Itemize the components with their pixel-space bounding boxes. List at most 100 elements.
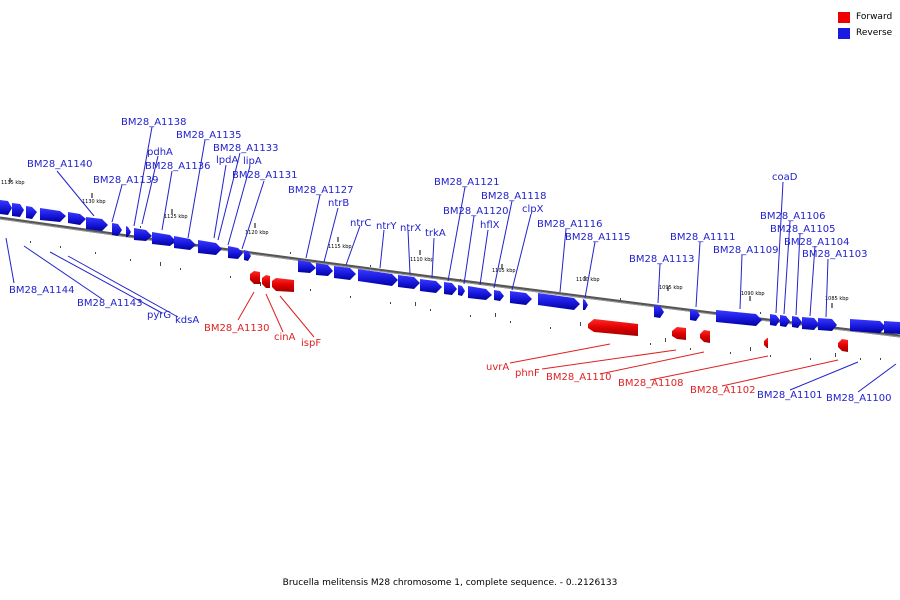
legend-reverse-label: Reverse [856, 28, 893, 38]
forward-gene-arrow [764, 338, 768, 348]
reverse-gene-arrow [68, 212, 86, 225]
gene-label: BM28_A1111 [670, 232, 736, 243]
reverse-gene-labels: BM28_A1138 BM28_A1135 pdhA BM28_A1133 BM… [9, 117, 892, 404]
forward-gene-arrow [250, 271, 260, 284]
forward-gene-arrow [838, 339, 848, 352]
tick-label: 1130 kbp [82, 199, 106, 205]
reverse-gene-arrow [316, 263, 333, 276]
gene-label: BM28_A1144 [9, 285, 75, 296]
reverse-gene-arrow [26, 206, 37, 219]
reverse-genes [0, 200, 900, 334]
reverse-gene-arrow [792, 316, 802, 328]
gene-label: BM28_A1116 [537, 219, 603, 230]
reverse-gene-arrow [716, 310, 762, 326]
forward-gene-arrow [588, 319, 638, 336]
gene-label: BM28_A1139 [93, 175, 159, 186]
reverse-gene-arrow [818, 318, 837, 331]
tick-label: 1095 kbp [659, 285, 683, 291]
reverse-gene-arrow [134, 228, 152, 241]
reverse-gene-arrow [802, 317, 819, 330]
reverse-gene-arrow [152, 232, 176, 246]
gene-label: coaD [772, 172, 798, 183]
gene-label: lpdA [216, 155, 238, 166]
tick-label: 1115 kbp [328, 244, 352, 250]
reverse-gene-arrow [458, 285, 465, 296]
legend-forward-label: Forward [856, 12, 893, 22]
gene-label: BM28_A1120 [443, 206, 509, 217]
gene-label: BM28_A1106 [760, 211, 826, 222]
tick-label: 1120 kbp [245, 230, 269, 236]
reverse-gene-arrow [12, 203, 24, 217]
gene-label: ispF [301, 338, 321, 349]
gene-label: BM28_A1127 [288, 185, 354, 196]
forward-gene-arrow [672, 327, 686, 340]
gene-label: BM28_A1138 [121, 117, 187, 128]
gene-label: cinA [274, 332, 296, 343]
gene-label: BM28_A1143 [77, 298, 143, 309]
gene-label: BM28_A1100 [826, 393, 892, 404]
gene-label: BM28_A1109 [713, 245, 779, 256]
reverse-gene-arrow [244, 250, 251, 261]
gene-label: BM28_A1136 [145, 161, 211, 172]
legend-reverse: Reverse [838, 25, 892, 41]
gene-label: BM28_A1108 [618, 378, 684, 389]
reverse-gene-arrow [298, 260, 316, 273]
legend-forward: Forward [838, 9, 892, 25]
gene-label: BM28_A1133 [213, 143, 279, 154]
tick-label: 1090 kbp [741, 291, 765, 297]
reverse-gene-arrow [398, 275, 420, 289]
forward-gene-arrow [700, 330, 710, 343]
reverse-gene-arrow [538, 293, 580, 310]
gene-label: hflX [480, 220, 500, 231]
reverse-gene-arrow [126, 226, 131, 237]
forward-gene-arrow [262, 275, 270, 288]
reverse-gene-arrow [228, 246, 243, 259]
forward-gene-labels: BM28_A1130 cinA ispF uvrA phnF BM28_A111… [204, 323, 756, 396]
reverse-gene-arrow [334, 266, 356, 280]
reverse-gene-arrow [690, 309, 700, 321]
forward-leader-lines [237, 291, 839, 387]
reverse-gene-arrow [494, 290, 504, 301]
forward-gene-arrow [272, 278, 294, 292]
gene-label: BM28_A1135 [176, 130, 242, 141]
gene-label: lipA [243, 156, 262, 167]
legend: Forward Reverse [838, 9, 892, 41]
reverse-gene-arrow [112, 223, 122, 236]
reverse-gene-arrow [468, 286, 492, 300]
gene-label: ntrX [400, 223, 421, 234]
gene-label: clpX [522, 204, 544, 215]
gene-label: pyrG [147, 310, 171, 321]
gene-label: ntrB [328, 198, 349, 209]
reverse-gene-arrow [198, 240, 222, 255]
forward-genes [250, 271, 848, 352]
gene-label: BM28_A1118 [481, 191, 547, 202]
gene-label: pdhA [147, 147, 173, 158]
reverse-gene-arrow [510, 291, 532, 305]
gene-label: phnF [515, 368, 540, 379]
reverse-gene-arrow [444, 282, 457, 295]
gene-label: BM28_A1130 [204, 323, 270, 334]
reverse-gene-arrow [884, 321, 900, 334]
reverse-gene-arrow [0, 200, 12, 215]
gene-label: BM28_A1105 [770, 224, 836, 235]
gene-label: BM28_A1101 [757, 390, 823, 401]
map-caption: Brucella melitensis M28 chromosome 1, co… [282, 578, 618, 588]
reverse-gene-arrow [174, 236, 196, 250]
reverse-gene-arrow [358, 269, 398, 286]
reverse-gene-arrow [40, 208, 66, 222]
gene-label: BM28_A1131 [232, 170, 298, 181]
reverse-gene-arrow [770, 314, 780, 326]
gene-label: kdsA [175, 315, 199, 326]
gene-label: ntrY [376, 221, 397, 232]
reverse-gene-arrow [420, 279, 442, 293]
gene-label: BM28_A1115 [565, 232, 631, 243]
gene-label: trkA [425, 228, 446, 239]
reverse-swatch [838, 27, 850, 39]
gene-label: uvrA [486, 362, 509, 373]
reverse-gene-arrow [86, 217, 108, 231]
gene-label: BM28_A1121 [434, 177, 500, 188]
reverse-leader-lines [5, 126, 897, 393]
reverse-gene-arrow [850, 319, 886, 333]
gene-label: BM28_A1113 [629, 254, 695, 265]
